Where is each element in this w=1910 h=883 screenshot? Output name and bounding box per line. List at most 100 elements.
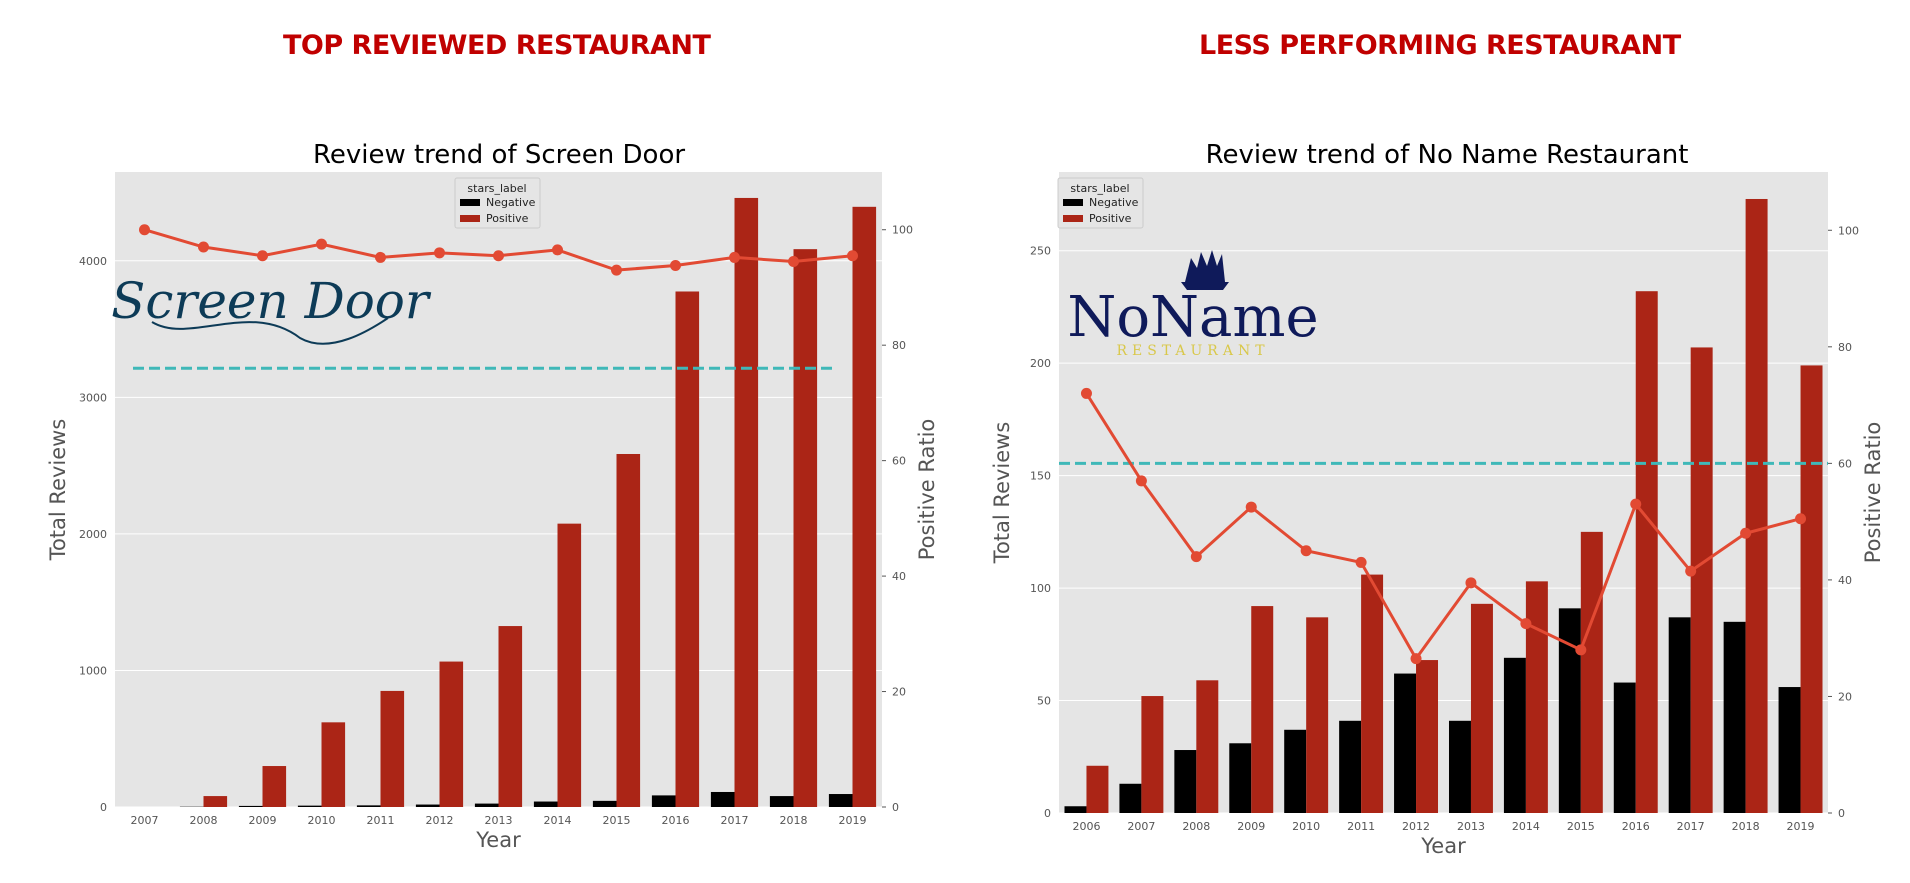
bar-positive-2017: [734, 197, 759, 808]
x-tick-label: 2014: [1512, 820, 1540, 833]
y2-tick-label: 0: [1838, 807, 1845, 820]
bar-negative-2011: [1339, 720, 1362, 813]
bar-positive-2007: [1141, 696, 1164, 813]
horse-riders-icon: [1181, 250, 1229, 290]
bar-positive-2013: [498, 626, 523, 807]
ratio-point: [1300, 545, 1312, 557]
heading-less-performing: LESS PERFORMING RESTAURANT: [1199, 30, 1681, 61]
bar-negative-2013: [474, 803, 499, 807]
y2-tick-label: 60: [892, 455, 906, 468]
x-tick-label: 2014: [544, 814, 572, 827]
y2-tick-label: 20: [892, 686, 906, 699]
y2-tick-label: 40: [1838, 574, 1852, 587]
y2-axis-label: Positive Ratio: [915, 419, 939, 561]
ratio-point: [1520, 618, 1532, 630]
ratio-point: [316, 238, 327, 250]
y2-tick-label: 80: [892, 339, 906, 352]
heading-top-reviewed: TOP REVIEWED RESTAURANT: [283, 30, 711, 61]
x-tick-label: 2016: [1622, 820, 1650, 833]
ratio-point: [493, 250, 504, 262]
y2-tick-label: 100: [892, 224, 913, 237]
x-tick-label: 2009: [249, 814, 277, 827]
chart-screen-door: 0 1000 2000 3000 4000 0 20 40 60 80 100 2007 2008 200…: [46, 140, 939, 852]
ratio-point: [1575, 644, 1587, 656]
x-tick-label: 2011: [367, 814, 395, 827]
y-axis-label: Total Reviews: [990, 422, 1014, 565]
bar-positive-2016: [675, 291, 700, 807]
bar-negative-2012: [1394, 673, 1417, 813]
y-tick-label: 3000: [79, 391, 107, 404]
ratio-point: [1465, 577, 1477, 589]
bar-negative-2011: [356, 805, 381, 807]
bar-negative-2016: [651, 795, 676, 807]
legend-title: stars_label: [467, 182, 526, 195]
bar-negative-2009: [238, 805, 263, 807]
ratio-point: [670, 260, 681, 272]
y-tick-label: 0: [100, 801, 107, 814]
legend-label-positive: Positive: [1089, 212, 1132, 225]
ratio-point: [1080, 387, 1092, 399]
bar-positive-2015: [616, 453, 641, 807]
ratio-point: [1685, 565, 1697, 577]
y2-tick-label: 0: [892, 801, 899, 814]
screen-door-logo: Screen Door: [111, 272, 432, 345]
bar-negative-2017: [1668, 617, 1691, 813]
x-tick-label: 2016: [662, 814, 690, 827]
x-tick-label: 2008: [1182, 820, 1210, 833]
no-name-logo-text: NoName: [1067, 285, 1318, 350]
chart-title: Review trend of Screen Door: [313, 140, 685, 170]
bar-positive-2006: [1086, 765, 1109, 813]
bar-positive-2016: [1635, 291, 1658, 814]
x-tick-label: 2013: [485, 814, 513, 827]
logo-flourish: [151, 317, 389, 345]
ratio-point: [1795, 513, 1807, 525]
bar-negative-2015: [592, 800, 617, 807]
y-tick-label: 100: [1030, 582, 1051, 595]
ratio-point: [1630, 498, 1642, 510]
bar-positive-2019: [1800, 365, 1823, 813]
bar-negative-2017: [710, 791, 735, 807]
ratio-point: [198, 241, 209, 253]
bar-negative-2019: [828, 794, 853, 807]
y2-tick-label: 80: [1838, 341, 1852, 354]
bar-positive-2015: [1580, 531, 1603, 813]
chart-title: Review trend of No Name Restaurant: [1206, 140, 1689, 170]
bar-negative-2014: [1503, 657, 1526, 813]
bar-negative-2018: [769, 796, 794, 807]
y2-tick-label: 40: [892, 570, 906, 583]
x-tick-label: 2019: [1787, 820, 1815, 833]
x-axis-label: Year: [475, 828, 521, 852]
ratio-point: [257, 250, 268, 262]
y2-tick-label: 100: [1838, 224, 1859, 237]
bar-positive-2012: [439, 661, 464, 807]
bar-negative-2016: [1613, 682, 1636, 813]
x-tick-label: 2009: [1237, 820, 1265, 833]
bar-negative-2007: [1119, 783, 1142, 813]
y-tick-label: 0: [1044, 807, 1051, 820]
ratio-point: [552, 244, 563, 256]
legend-swatch-positive: [460, 215, 480, 222]
y-tick-label: 2000: [79, 528, 107, 541]
chart-no-name-restaurant: 0 50 100 150 200 250 0 20 40 60 80 100 2006 2007 2008 2…: [990, 140, 1885, 858]
x-tick-label: 2008: [190, 814, 218, 827]
bar-negative-2015: [1558, 608, 1581, 813]
bar-positive-2019: [852, 206, 877, 808]
y-axis-label: Total Reviews: [46, 419, 70, 562]
ratio-point: [139, 224, 150, 236]
ratio-line: [1085, 392, 1801, 662]
x-axis-label: Year: [1420, 834, 1466, 858]
y-tick-label: 200: [1030, 357, 1051, 370]
y-tick-label: 150: [1030, 470, 1051, 483]
bar-negative-2008: [1174, 750, 1197, 813]
ratio-point: [788, 255, 799, 267]
bar-negative-2009: [1229, 743, 1252, 813]
legend-title: stars_label: [1070, 182, 1129, 195]
legend-swatch-negative: [460, 199, 480, 206]
ratio-point: [1355, 556, 1367, 568]
x-tick-label: 2015: [1567, 820, 1595, 833]
ratio-point: [729, 251, 740, 263]
ratio-point: [434, 247, 445, 259]
ratio-point: [611, 264, 622, 276]
ratio-point: [375, 251, 386, 263]
bar-positive-2008: [1196, 680, 1219, 813]
